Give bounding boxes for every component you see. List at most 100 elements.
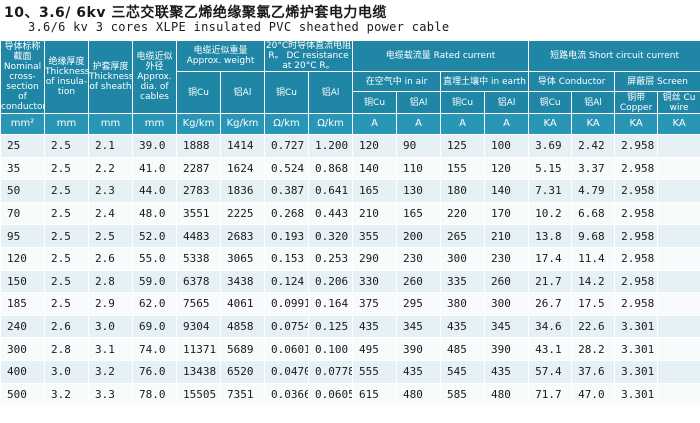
table-cell: 345 bbox=[484, 314, 530, 339]
table-cell: 4.79 bbox=[571, 179, 616, 203]
table-cell: 0.193 bbox=[264, 224, 310, 248]
table-cell: 35 bbox=[0, 156, 45, 181]
table-cell: 34.6 bbox=[528, 314, 573, 339]
table-cell: 2.5 bbox=[44, 156, 89, 181]
header-short-al: 铝Al bbox=[571, 91, 616, 114]
table-row: 185 2.5 2.9 62.0 7565 4061 0.0991 0.164 375 295 38… bbox=[0, 292, 700, 316]
table-cell: 7565 bbox=[176, 292, 221, 316]
table-cell: 330 bbox=[352, 269, 398, 294]
table-cell: 3438 bbox=[219, 269, 266, 294]
table-cell: 14.2 bbox=[571, 269, 616, 294]
table-cell: 2225 bbox=[219, 201, 266, 226]
table-row: 95 2.5 2.5 52.0 4483 2683 0.193 0.320 355 200 265 2… bbox=[0, 224, 700, 248]
table-cell: 400 bbox=[0, 359, 45, 384]
table-cell: 2.958 bbox=[614, 292, 659, 316]
table-cell: 2.3 bbox=[88, 179, 133, 203]
table-cell: 300 bbox=[484, 292, 530, 316]
header-sheath: 护套厚度 Thickness of sheath bbox=[88, 40, 133, 114]
table-cell: 2.958 bbox=[614, 224, 659, 248]
table-cell: 150 bbox=[0, 269, 45, 294]
table-cell: 435 bbox=[352, 314, 398, 339]
unit-cell: mm bbox=[88, 113, 133, 135]
table-cell: 0.641 bbox=[308, 179, 354, 203]
table-cell: 210 bbox=[484, 224, 530, 248]
table-cell: 495 bbox=[352, 337, 398, 361]
table-cell: 17.4 bbox=[528, 246, 573, 271]
table-cell: 555 bbox=[352, 359, 398, 384]
header-nominal: 导体标称截面 Nominal cross-section of conducto… bbox=[0, 40, 45, 114]
header-insulation: 绝缘厚度 Thickness of insula-tion bbox=[44, 40, 89, 114]
header-in-air: 在空气中 in air bbox=[352, 71, 442, 92]
header-earth-al: 铝Al bbox=[484, 91, 530, 114]
table-cell: 170 bbox=[484, 201, 530, 226]
table-cell: 17.5 bbox=[571, 292, 616, 316]
table-cell: 90 bbox=[396, 134, 442, 158]
header-rated-current: 电缆载流量 Rated current bbox=[352, 40, 530, 72]
table-cell: 485 bbox=[440, 337, 486, 361]
table-cell: 44.0 bbox=[132, 179, 177, 203]
table-cell: 0.0778 bbox=[308, 359, 354, 384]
table-title-chinese: 10、3.6/ 6kv 三芯交联聚乙烯绝缘聚氯乙烯护套电力电缆 bbox=[4, 5, 387, 21]
header-copper-wire: 铜丝 Cu wire bbox=[657, 91, 700, 114]
table-cell: 95 bbox=[0, 224, 45, 248]
table-cell: 2.958 bbox=[614, 201, 659, 226]
table-cell: 0.206 bbox=[308, 269, 354, 294]
unit-cell: A bbox=[484, 113, 530, 135]
table-row: 240 2.6 3.0 69.0 9304 4858 0.0754 0.125 435 345 43… bbox=[0, 314, 700, 339]
table-row: 500 3.2 3.3 78.0 15505 7351 0.0366 0.0605 615 480… bbox=[0, 382, 700, 407]
table-cell: 435 bbox=[396, 359, 442, 384]
table-cell: 50 bbox=[0, 179, 45, 203]
table-cell: 435 bbox=[440, 314, 486, 339]
table-cell: 0.387 bbox=[264, 179, 310, 203]
table-cell: 300 bbox=[0, 337, 45, 361]
table-row: 300 2.8 3.1 74.0 11371 5689 0.0601 0.100 495 390 4… bbox=[0, 337, 700, 361]
table-cell: 0.0605 bbox=[308, 382, 354, 407]
table-cell: 2.958 bbox=[614, 179, 659, 203]
header-short-circuit: 短路电流 Short circuit current bbox=[528, 40, 700, 72]
table-cell: 120 bbox=[484, 156, 530, 181]
table-cell: 165 bbox=[352, 179, 398, 203]
table-cell: 6520 bbox=[219, 359, 266, 384]
table-cell: 1888 bbox=[176, 134, 221, 158]
table-cell: 7.31 bbox=[528, 179, 573, 203]
table-cell: 71.7 bbox=[528, 382, 573, 407]
table-cell: 28.2 bbox=[571, 337, 616, 361]
unit-cell: Kg/km bbox=[176, 113, 221, 135]
table-row: 35 2.5 2.2 41.0 2287 1624 0.524 0.868 140 110 155 1… bbox=[0, 156, 700, 181]
table-cell: 345 bbox=[396, 314, 442, 339]
unit-cell: Ω/km bbox=[308, 113, 354, 135]
header-short-cu: 铜Cu bbox=[528, 91, 573, 114]
table-cell: 62.0 bbox=[132, 292, 177, 316]
table-cell: 6378 bbox=[176, 269, 221, 294]
table-cell: 545 bbox=[440, 359, 486, 384]
table-cell: 0.153 bbox=[264, 246, 310, 271]
header-diameter: 电缆近似外径 Approx. dia. of cables bbox=[132, 40, 177, 114]
unit-cell: KA bbox=[614, 113, 659, 135]
table-cell: 2.5 bbox=[44, 201, 89, 226]
table-cell: 2783 bbox=[176, 179, 221, 203]
table-cell: 2.8 bbox=[44, 337, 89, 361]
table-cell: 230 bbox=[396, 246, 442, 271]
table-cell: 2.8 bbox=[88, 269, 133, 294]
table-cell: 125 bbox=[440, 134, 486, 158]
table-cell: 2683 bbox=[219, 224, 266, 248]
table-cell: 52.0 bbox=[132, 224, 177, 248]
table-row: 70 2.5 2.4 48.0 3551 2225 0.268 0.443 210 165 220 1… bbox=[0, 201, 700, 226]
table-cell: 220 bbox=[440, 201, 486, 226]
table-cell: 0.124 bbox=[264, 269, 310, 294]
table-cell: 0.524 bbox=[264, 156, 310, 181]
table-cell: 5338 bbox=[176, 246, 221, 271]
table-cell: 3.69 bbox=[528, 134, 573, 158]
table-cell: 3.37 bbox=[571, 156, 616, 181]
table-cell: 5689 bbox=[219, 337, 266, 361]
table-cell: 295 bbox=[396, 292, 442, 316]
table-row: 120 2.5 2.6 55.0 5338 3065 0.153 0.253 290 230 300… bbox=[0, 246, 700, 271]
unit-cell: KA bbox=[571, 113, 616, 135]
table-cell: 0.868 bbox=[308, 156, 354, 181]
table-cell: 120 bbox=[352, 134, 398, 158]
table-cell: 210 bbox=[352, 201, 398, 226]
table-cell: 585 bbox=[440, 382, 486, 407]
table-cell: 140 bbox=[352, 156, 398, 181]
table-cell: 2.5 bbox=[44, 269, 89, 294]
table-cell bbox=[657, 134, 700, 158]
